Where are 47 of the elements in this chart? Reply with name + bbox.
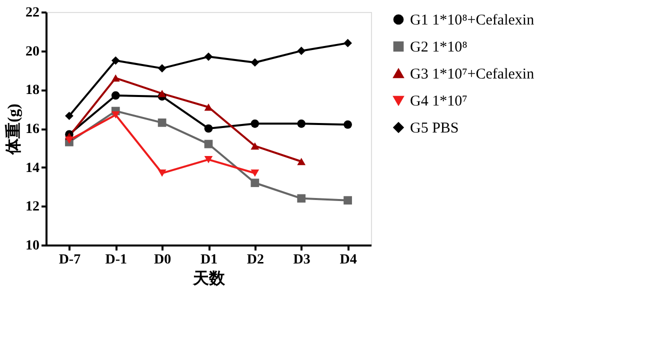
legend-label: G1 1*10⁸+Cefalexin	[410, 12, 535, 28]
point	[111, 74, 120, 82]
y-tick-label: 22	[26, 6, 40, 20]
point	[204, 124, 213, 133]
point	[65, 112, 74, 120]
point	[297, 158, 306, 166]
point	[111, 91, 120, 100]
legend-label: G2 1*10⁸	[410, 40, 468, 56]
x-tick-label: D0	[154, 252, 172, 268]
point	[111, 111, 120, 119]
point	[158, 64, 166, 72]
x-tick-label: D2	[246, 252, 264, 268]
point	[250, 58, 260, 67]
y-tick-label: 16	[26, 122, 40, 137]
point	[158, 90, 166, 98]
point	[250, 119, 260, 128]
y-tick-label: 12	[26, 200, 40, 215]
y-tick-label: 14	[26, 160, 40, 176]
point	[297, 119, 306, 128]
y-tick-label: 20	[26, 44, 40, 60]
point	[111, 56, 120, 65]
point	[344, 196, 352, 205]
legend-label: G5 PBS	[410, 120, 459, 136]
point	[158, 170, 166, 177]
point	[250, 142, 260, 150]
legend-label: G3 1*10⁷+Cefalexin	[410, 66, 535, 82]
y-tick-label: 18	[26, 83, 40, 98]
point	[344, 38, 352, 48]
x-tick-label: D1	[200, 252, 218, 268]
legend-label: G4 1*10⁷	[410, 94, 468, 110]
point	[65, 136, 74, 144]
point	[204, 140, 213, 148]
point	[250, 178, 260, 188]
x-tick-label: D3	[293, 252, 310, 268]
point	[250, 170, 260, 177]
point	[297, 194, 306, 203]
point	[297, 46, 306, 56]
y-axis-title: 体重(g)	[4, 104, 22, 156]
point	[344, 120, 352, 129]
x-tick-label: D-1	[105, 252, 128, 268]
point	[158, 118, 166, 127]
x-axis-title: 天数	[192, 270, 226, 288]
x-tick-label: D4	[340, 252, 357, 268]
point	[204, 156, 213, 164]
y-tick-label: 10	[26, 238, 40, 254]
point	[204, 52, 213, 61]
x-tick-label: D-7	[58, 252, 81, 268]
